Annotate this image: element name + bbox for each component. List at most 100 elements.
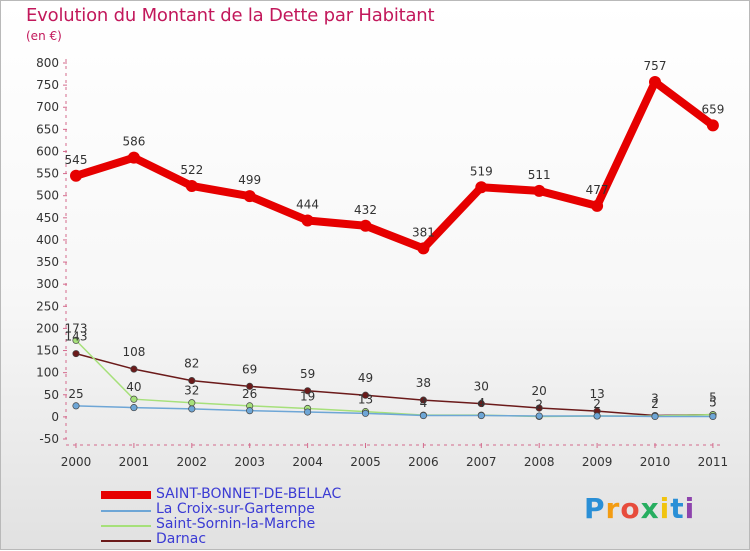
y-tick-label: 700 — [36, 100, 59, 114]
data-label-3: 143 — [65, 330, 88, 344]
data-label-0: 659 — [701, 102, 724, 116]
data-label-2: 13 — [358, 393, 373, 407]
data-label-2: 26 — [242, 387, 257, 401]
legend-swatch-la-croix — [101, 510, 151, 512]
series-point-3 — [72, 350, 80, 358]
data-label-2: 5 — [709, 396, 717, 410]
data-label-2: 4 — [420, 396, 428, 410]
data-label-3: 3 — [651, 392, 659, 406]
series-point-0 — [417, 242, 430, 255]
series-point-1 — [130, 404, 138, 412]
data-label-3: 13 — [589, 387, 604, 401]
y-tick-label: 50 — [44, 388, 59, 402]
x-tick-label: 2002 — [177, 455, 208, 469]
data-label-3: 49 — [358, 371, 373, 385]
data-label-3: 38 — [416, 376, 431, 390]
series-point-0 — [533, 184, 546, 197]
data-label-2: 4 — [477, 396, 485, 410]
series-point-0 — [649, 76, 661, 89]
data-label-0: 511 — [528, 168, 551, 182]
y-tick-label: 250 — [36, 299, 59, 313]
series-point-1 — [709, 412, 717, 420]
data-label-2: 173 — [65, 321, 88, 335]
series-line-2 — [75, 339, 714, 418]
series-line-3 — [75, 352, 714, 417]
y-tick-label: 450 — [36, 211, 59, 225]
data-label-3: 59 — [300, 367, 315, 381]
series-point-1 — [304, 408, 312, 416]
data-label-0: 381 — [412, 225, 435, 239]
x-tick-label: 2009 — [582, 455, 613, 469]
data-label-0: 477 — [586, 183, 609, 197]
y-tick-label: 400 — [36, 233, 59, 247]
series-point-3 — [188, 377, 196, 385]
y-tick-label: 100 — [36, 366, 59, 380]
y-tick-label: 0 — [51, 410, 59, 424]
data-label-0: 545 — [65, 153, 88, 167]
y-tick-label: 600 — [36, 144, 59, 158]
series-point-1 — [477, 412, 485, 420]
data-label-2: 2 — [651, 397, 659, 411]
series-line-1 — [75, 405, 714, 418]
series-point-1 — [593, 412, 601, 420]
data-label-0: 519 — [470, 164, 493, 178]
series-point-3 — [304, 387, 312, 395]
chart-title: Evolution du Montant de la Dette par Hab… — [26, 5, 435, 26]
data-label-3: 82 — [184, 357, 199, 371]
series-point-1 — [188, 405, 196, 413]
y-tick-label: -50 — [39, 432, 59, 446]
x-tick-label: 2003 — [234, 455, 265, 469]
legend-swatch-saint-bonnet — [101, 491, 151, 499]
series-point-0 — [301, 214, 314, 227]
series-point-0 — [185, 179, 198, 192]
y-tick-label: 550 — [36, 167, 59, 181]
x-tick-label: 2011 — [698, 455, 729, 469]
x-tick-label: 2000 — [61, 455, 92, 469]
series-point-3 — [535, 404, 543, 412]
data-label-2: 19 — [300, 389, 315, 403]
y-tick-label: 150 — [36, 344, 59, 358]
series-point-1 — [651, 412, 659, 420]
data-label-0: 499 — [238, 173, 261, 187]
series-point-3 — [130, 365, 138, 373]
data-label-2: 2 — [535, 397, 543, 411]
y-tick-label: 300 — [36, 277, 59, 291]
legend-label-la-croix: La Croix-sur-Gartempe — [156, 501, 315, 517]
y-tick-label: 650 — [36, 122, 59, 136]
logo-letter: o — [620, 492, 641, 525]
logo-letter: r — [605, 492, 621, 525]
x-tick-label: 2007 — [466, 455, 497, 469]
data-label-3: 30 — [474, 380, 489, 394]
y-tick-label: 800 — [36, 56, 59, 70]
series-point-2 — [188, 399, 196, 407]
data-label-0: 586 — [122, 135, 145, 149]
series-point-3 — [477, 400, 485, 408]
series-point-3 — [361, 391, 370, 399]
series-point-1 — [535, 412, 543, 420]
legend-swatch-darnac — [101, 540, 151, 542]
y-tick-label: 350 — [36, 255, 59, 269]
data-label-2: 40 — [126, 380, 141, 394]
proxiti-logo: Proxiti — [584, 492, 695, 525]
series-line-0 — [72, 78, 717, 253]
data-label-0: 522 — [180, 163, 203, 177]
series-point-3 — [419, 396, 427, 404]
series-point-0 — [475, 181, 488, 194]
x-tick-label: 2004 — [292, 455, 323, 469]
series-point-1 — [72, 402, 80, 410]
x-tick-label: 2005 — [350, 455, 381, 469]
x-tick-label: 2001 — [119, 455, 150, 469]
series-point-2 — [130, 395, 138, 403]
series-point-0 — [127, 151, 140, 164]
series-point-1 — [361, 409, 370, 417]
logo-letter: P — [584, 492, 606, 525]
legend-swatch-saint-sornin — [101, 525, 151, 527]
unit-label: (en €) — [26, 29, 62, 43]
legend-label-saint-bonnet: SAINT-BONNET-DE-BELLAC — [156, 486, 342, 502]
logo-letter: t — [670, 492, 685, 525]
x-tick-label: 2008 — [524, 455, 555, 469]
logo-letter: i — [659, 492, 671, 525]
data-label-3: 108 — [122, 345, 145, 359]
